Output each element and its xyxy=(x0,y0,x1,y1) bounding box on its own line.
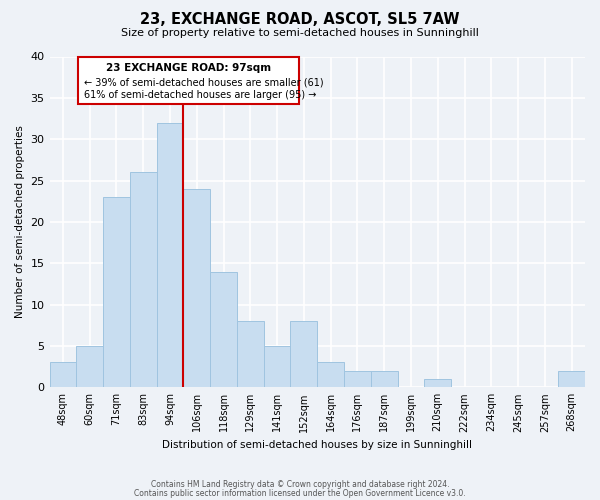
Bar xyxy=(76,346,103,388)
Bar xyxy=(344,371,371,388)
FancyBboxPatch shape xyxy=(77,56,299,104)
Text: Contains public sector information licensed under the Open Government Licence v3: Contains public sector information licen… xyxy=(134,489,466,498)
Bar xyxy=(371,371,398,388)
Bar xyxy=(424,379,451,388)
Text: Size of property relative to semi-detached houses in Sunninghill: Size of property relative to semi-detach… xyxy=(121,28,479,38)
Bar xyxy=(130,172,157,388)
Text: 23, EXCHANGE ROAD, ASCOT, SL5 7AW: 23, EXCHANGE ROAD, ASCOT, SL5 7AW xyxy=(140,12,460,28)
Bar xyxy=(237,321,264,388)
Text: Contains HM Land Registry data © Crown copyright and database right 2024.: Contains HM Land Registry data © Crown c… xyxy=(151,480,449,489)
Bar xyxy=(264,346,290,388)
Y-axis label: Number of semi-detached properties: Number of semi-detached properties xyxy=(15,126,25,318)
X-axis label: Distribution of semi-detached houses by size in Sunninghill: Distribution of semi-detached houses by … xyxy=(162,440,472,450)
Bar xyxy=(184,189,210,388)
Bar xyxy=(317,362,344,388)
Bar xyxy=(558,371,585,388)
Text: ← 39% of semi-detached houses are smaller (61): ← 39% of semi-detached houses are smalle… xyxy=(85,77,324,87)
Bar xyxy=(157,122,184,388)
Text: 23 EXCHANGE ROAD: 97sqm: 23 EXCHANGE ROAD: 97sqm xyxy=(106,63,271,73)
Bar xyxy=(210,272,237,388)
Bar xyxy=(290,321,317,388)
Text: 61% of semi-detached houses are larger (95) →: 61% of semi-detached houses are larger (… xyxy=(85,90,317,101)
Bar xyxy=(50,362,76,388)
Bar xyxy=(103,197,130,388)
